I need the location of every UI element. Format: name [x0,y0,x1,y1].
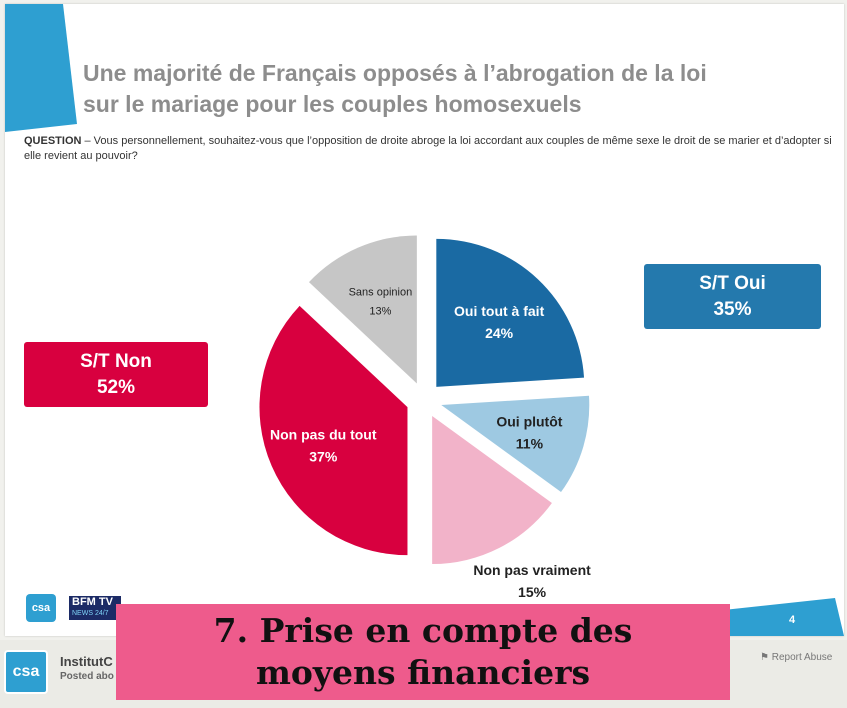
uploader-name-link[interactable]: InstitutC [60,654,113,669]
pie-value-label: 37% [309,449,338,465]
report-abuse-link[interactable]: ⚑ Report Abuse [760,652,832,663]
title-line-2: sur le mariage pour les couples homosexu… [83,91,582,117]
summary-oui-value: 35% [713,298,752,320]
pie-label: Oui plutôt [496,414,562,430]
pie-slice-oui-tout-fait [436,238,585,387]
summary-oui-box: S/T Oui 35% [644,264,821,329]
uploader-avatar[interactable]: csa [4,650,48,694]
pie-label: Non pas vraiment [473,562,591,578]
banner-line-1: 7. Prise en compte des [213,611,633,650]
summary-non-value: 52% [96,376,136,398]
pie-value-label: 24% [485,325,514,341]
slide-accent-top [5,4,77,132]
summary-non-box: S/T Non 52% [24,342,208,407]
slide: Une majorité de Français opposés à l’abr… [5,4,844,636]
pie-value-label: 11% [516,436,544,452]
pie-label: Non pas du tout [270,427,377,443]
pie-value-label: 13% [369,305,391,317]
question-body: – Vous personnellement, souhaitez-vous q… [24,135,832,162]
slide-title: Une majorité de Français opposés à l’abr… [83,58,803,120]
pie-slice-oui-plut-t [441,395,590,493]
posted-date: Posted abo [60,671,114,682]
pie-value-label: 15% [518,584,547,600]
pie-label: Sans opinion [349,286,413,298]
slide-accent-bottom [705,598,844,636]
report-abuse-label: Report Abuse [771,652,833,663]
question-text: QUESTION – Vous personnellement, souhait… [24,134,834,164]
bfm-tv-logo: BFM TV NEWS 24/7 [69,596,121,620]
question-label: QUESTION [24,135,82,147]
pie-slice-sans-opinion [308,235,417,384]
flag-icon: ⚑ [760,652,772,663]
pie-slice-non-pas-du-tout [259,305,408,556]
summary-non-label: S/T Non [80,350,152,372]
pie-slice-non-pas-vraiment [432,416,552,565]
banner-line-2: moyens financiers [255,653,591,692]
overlay-banner: 7. Prise en compte des moyens financiers [116,604,730,700]
bfm-logo-subtext: NEWS 24/7 [72,610,109,617]
page-number: 4 [789,614,796,626]
pie-label: Oui tout à fait [454,303,545,319]
csa-logo: csa [26,594,56,622]
summary-oui-label: S/T Oui [699,272,766,294]
bfm-logo-text: BFM TV [72,596,113,608]
pie-chart: Oui tout à fait 24% Oui plutôt 11% Non pas v… [259,235,591,600]
title-line-1: Une majorité de Français opposés à l’abr… [83,60,707,86]
